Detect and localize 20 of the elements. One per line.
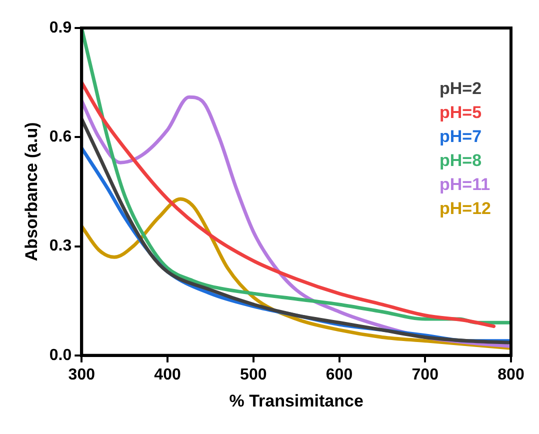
line-series [82, 28, 511, 324]
y-tick-label: 0.0 [49, 346, 72, 364]
x-tick-label: 300 [68, 366, 96, 384]
x-tick-label: 400 [154, 366, 181, 384]
text: pH=7 [440, 127, 482, 146]
x-tick-label: 500 [240, 366, 267, 384]
text: pH=5 [440, 103, 482, 122]
x-tick-label: 800 [498, 366, 524, 384]
line-series [82, 80, 496, 328]
text: pH=11 [440, 175, 490, 194]
x-tick-label: 700 [412, 366, 439, 384]
y-axis-title: Absorbance (a.u) [22, 122, 41, 262]
y-tick-label: 0.3 [49, 238, 72, 255]
x-axis-title: % Transimitance [229, 391, 364, 410]
text: pH=8 [440, 151, 482, 170]
text: pH=12 [440, 199, 491, 218]
y-tick-label: 0.6 [49, 128, 72, 146]
x-tick-label: 600 [326, 366, 353, 384]
y-tick-label: 0.9 [49, 19, 72, 36]
text: pH=2 [440, 79, 482, 98]
